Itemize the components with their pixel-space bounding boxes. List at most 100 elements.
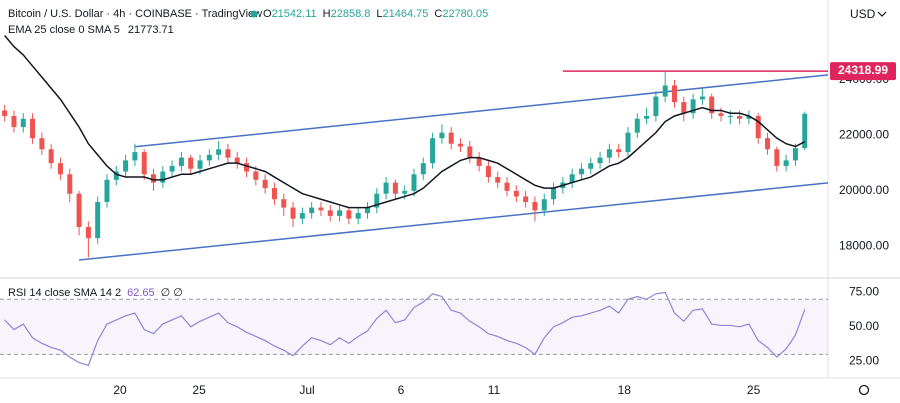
x-tick-label: 11	[488, 383, 501, 397]
x-tick-label: 20	[113, 383, 127, 397]
ohlc-letter: L	[376, 8, 382, 20]
candle-body	[271, 188, 277, 200]
candle-body	[411, 174, 417, 191]
rsi-tick-label: 50.00	[849, 319, 879, 333]
candle-body	[402, 190, 408, 194]
candle-body	[392, 182, 398, 194]
candle-body	[57, 163, 63, 175]
candle-body	[671, 85, 677, 103]
candle-body	[318, 207, 324, 211]
candle-body	[141, 152, 147, 175]
market-status-dot	[250, 10, 258, 18]
ohlc-value: 22858.8	[331, 8, 371, 20]
candle-body	[746, 115, 752, 119]
candle-body	[662, 85, 668, 97]
candle-body	[644, 115, 650, 119]
ohlc-value: 22780.05	[442, 8, 488, 20]
resistance-label-box	[830, 62, 896, 81]
candle-body	[420, 163, 426, 175]
candle-body	[718, 113, 724, 116]
y-tick-label: 20000.00	[839, 183, 889, 197]
candle-body	[476, 157, 482, 166]
candle-body	[67, 174, 73, 194]
candle-body	[178, 157, 184, 166]
candle-body	[337, 210, 343, 216]
candle-body	[11, 115, 17, 128]
candle-body	[625, 132, 631, 153]
ema-legend-value: 21773.71	[128, 24, 174, 36]
candle-body	[299, 213, 305, 219]
x-tick-label: Jul	[299, 383, 314, 397]
candle-body	[569, 174, 575, 183]
candle-body	[653, 96, 659, 116]
channel-line	[134, 74, 829, 148]
chart-title: Bitcoin / U.S. Dollar · 4h · COINBASE · …	[8, 8, 262, 20]
candle-body	[309, 207, 315, 214]
rsi-tick-label: 25.00	[849, 353, 879, 367]
plot-area	[0, 35, 829, 367]
candle-body	[113, 171, 119, 180]
x-tick-label: 25	[192, 383, 206, 397]
candle-body	[2, 110, 8, 116]
candle-body	[290, 207, 296, 219]
candle-body	[355, 213, 361, 219]
candle-body	[39, 138, 45, 150]
candle-body	[616, 149, 622, 153]
y-tick-label: 18000.00	[839, 239, 889, 253]
ohlc-letter: H	[323, 8, 331, 20]
candle-body	[597, 157, 603, 164]
candle-body	[206, 154, 212, 161]
ema-legend-name: EMA 25 close 0 SMA 5	[8, 24, 120, 36]
y-tick-label: 22000.00	[839, 128, 889, 142]
candle-body	[755, 115, 761, 139]
candle-body	[383, 182, 389, 194]
candle-body	[262, 179, 268, 189]
currency-label[interactable]: USD	[850, 7, 876, 21]
candle-body	[430, 138, 436, 164]
candle-body	[188, 157, 194, 169]
ohlc-letter: O	[263, 8, 272, 20]
rsi-tick-label: 75.00	[849, 285, 879, 299]
candle-body	[132, 152, 138, 161]
currency-dropdown[interactable]	[877, 11, 887, 17]
candle-body	[802, 113, 808, 149]
candle-body	[20, 118, 26, 128]
x-tick-label: 6	[398, 383, 405, 397]
candle-body	[699, 96, 705, 100]
candle-body	[85, 226, 91, 239]
x-tick-label: 25	[747, 383, 761, 397]
candle-body	[495, 177, 501, 183]
ema-legend: EMA 25 close 0 SMA 5 21773.71	[8, 24, 174, 36]
candle-body	[458, 143, 464, 147]
candle-body	[504, 182, 510, 191]
candle-body	[737, 115, 743, 119]
resistance-label: 24318.99	[838, 63, 888, 77]
candle-body	[216, 149, 222, 155]
candle-body	[541, 199, 547, 211]
candle-body	[253, 171, 259, 180]
rsi-legend: RSI 14 close SMA 14 2 62.65 ∅ ∅	[8, 287, 183, 299]
candle-body	[513, 190, 519, 197]
ema-line	[4, 35, 806, 209]
candle-body	[588, 163, 594, 169]
candle-body	[197, 160, 203, 169]
candle-body	[160, 171, 166, 183]
candle-body	[327, 210, 333, 216]
candle-body	[346, 210, 352, 219]
x-tick-label: 18	[618, 383, 632, 397]
settings-icon[interactable]	[858, 384, 870, 396]
candle-body	[774, 149, 780, 166]
candle-body	[76, 193, 82, 227]
candle-body	[467, 146, 473, 158]
candle-body	[765, 138, 771, 150]
candle-body	[104, 179, 110, 203]
candle-body	[792, 148, 798, 161]
candle-body	[634, 118, 640, 133]
ohlc-letter: C	[434, 8, 442, 20]
candle-body	[374, 193, 380, 208]
candle-body	[551, 188, 557, 200]
ohlc-value: 21542.11	[272, 8, 317, 20]
rsi-legend-value: 62.65	[127, 287, 155, 299]
